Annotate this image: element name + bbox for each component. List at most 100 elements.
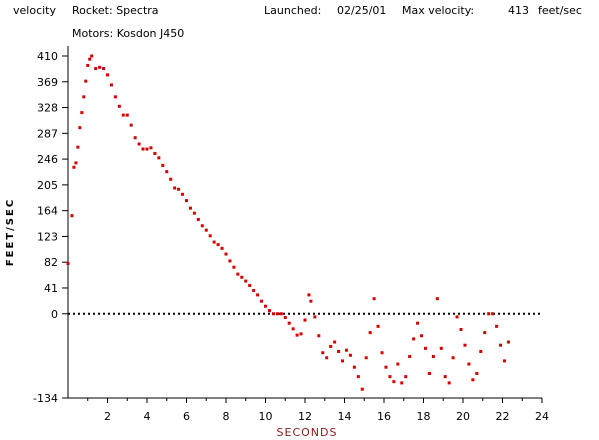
y-tick-label: 41	[44, 282, 58, 295]
velocity-point	[392, 380, 396, 384]
x-tick-label: 4	[144, 410, 151, 423]
velocity-point	[435, 297, 439, 301]
y-tick-label: 246	[37, 153, 58, 166]
x-tick-label: 8	[223, 410, 230, 423]
velocity-point	[275, 312, 279, 316]
velocity-point	[303, 318, 307, 322]
velocity-point	[196, 217, 200, 221]
velocity-point	[455, 315, 459, 319]
velocity-point	[384, 365, 388, 369]
velocity-point	[228, 259, 232, 263]
velocity-point	[356, 375, 360, 379]
velocity-point	[423, 346, 427, 350]
velocity-point	[204, 228, 208, 232]
velocity-point	[86, 63, 90, 67]
velocity-point	[117, 104, 121, 108]
y-tick-label: 123	[37, 230, 58, 243]
velocity-point	[248, 283, 252, 287]
velocity-point	[408, 355, 412, 359]
velocity-point	[279, 312, 283, 316]
y-tick-label: 205	[37, 179, 58, 192]
velocity-point	[181, 192, 185, 196]
velocity-point	[80, 111, 84, 115]
velocity-point	[333, 340, 337, 344]
velocity-point	[344, 348, 348, 352]
x-axis-label: SECONDS	[277, 426, 338, 439]
y-tick-label: -134	[33, 392, 58, 405]
velocity-point	[459, 327, 463, 331]
data-points	[66, 54, 510, 391]
velocity-point	[404, 375, 408, 379]
velocity-point	[94, 67, 98, 71]
velocity-point	[325, 356, 329, 360]
velocity-point	[337, 349, 341, 353]
velocity-point	[412, 337, 416, 341]
velocity-point	[416, 321, 420, 325]
velocity-point	[388, 375, 392, 379]
velocity-point	[495, 324, 499, 328]
velocity-point	[491, 312, 495, 316]
x-tick-label: 24	[535, 410, 549, 423]
velocity-point	[420, 334, 424, 338]
velocity-point	[74, 161, 78, 165]
velocity-point	[299, 332, 303, 336]
velocity-point	[431, 355, 435, 359]
velocity-point	[145, 147, 149, 151]
velocity-point	[106, 73, 109, 77]
velocity-point	[109, 83, 113, 87]
velocity-point	[129, 123, 133, 127]
velocity-point	[309, 299, 313, 303]
velocity-point	[70, 214, 74, 218]
velocity-point	[98, 65, 102, 69]
velocity-point	[467, 362, 471, 366]
velocity-point	[153, 151, 157, 155]
velocity-point	[208, 234, 212, 238]
velocity-point	[396, 362, 400, 366]
y-tick-label: 328	[37, 102, 58, 115]
velocity-point	[113, 95, 117, 99]
velocity-point	[360, 387, 364, 391]
velocity-point	[149, 146, 153, 150]
velocity-point	[236, 272, 240, 276]
velocity-point	[451, 356, 455, 360]
y-tick-label: 369	[37, 76, 58, 89]
launched-date: 02/25/01	[337, 4, 387, 17]
velocity-point	[188, 206, 192, 210]
velocity-point	[447, 381, 451, 385]
velocity-point	[487, 312, 491, 316]
velocity-point	[157, 156, 161, 160]
velocity-point	[348, 353, 352, 357]
velocity-point	[200, 224, 204, 228]
velocity-point	[341, 359, 345, 363]
motors-info: Motors: Kosdon J450	[72, 27, 185, 40]
velocity-point	[483, 331, 487, 335]
x-tick-label: 2	[104, 410, 111, 423]
velocity-point	[216, 243, 220, 247]
velocity-point	[313, 315, 317, 319]
velocity-point	[400, 381, 404, 385]
chart-title-label: velocity	[13, 4, 56, 17]
velocity-point	[471, 378, 475, 382]
velocity-point	[307, 293, 311, 297]
x-tick-label: 16	[377, 410, 391, 423]
velocity-point	[165, 170, 169, 174]
velocity-point	[72, 165, 76, 169]
velocity-point	[439, 346, 443, 350]
velocity-point	[475, 371, 479, 375]
velocity-point	[125, 113, 129, 117]
velocity-point	[137, 142, 141, 146]
velocity-point	[240, 275, 244, 279]
max-velocity-label: Max velocity:	[402, 4, 475, 17]
velocity-point	[82, 95, 86, 99]
velocity-point	[329, 344, 333, 348]
velocity-point	[287, 321, 291, 325]
velocity-point	[88, 57, 92, 61]
velocity-point	[499, 343, 503, 347]
velocity-point	[256, 293, 260, 297]
x-tick-label: 20	[456, 410, 470, 423]
x-tick-label: 18	[417, 410, 431, 423]
y-tick-label: 82	[44, 256, 58, 269]
x-tick-label: 22	[496, 410, 510, 423]
x-tick-label: 10	[259, 410, 273, 423]
